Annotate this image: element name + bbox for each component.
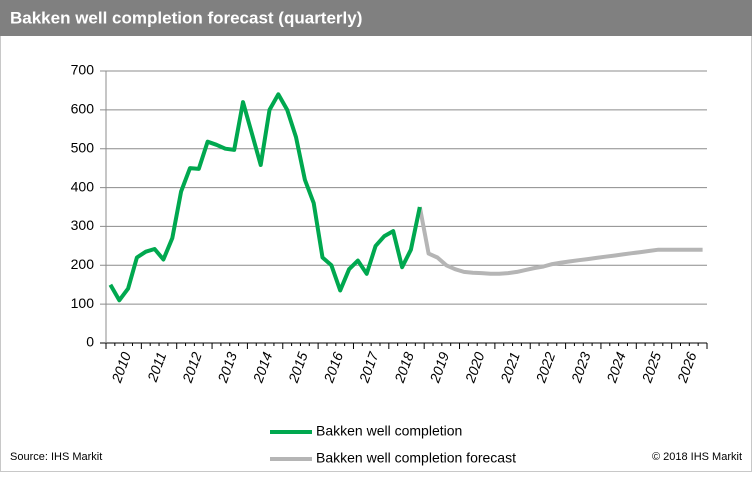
- y-tick-label: 400: [71, 178, 95, 194]
- y-tick-label: 100: [71, 295, 95, 311]
- legend-label: Bakken well completion forecast: [316, 450, 516, 466]
- y-tick-label: 0: [86, 334, 94, 350]
- title-bar: [0, 0, 752, 36]
- source: Source: IHS Markit: [10, 451, 102, 463]
- legend-label: Bakken well completion: [316, 423, 462, 439]
- y-tick-label: 700: [71, 62, 95, 78]
- series-line: [108, 92, 422, 303]
- y-tick-label: 300: [71, 217, 95, 233]
- series-line: [417, 206, 703, 276]
- y-tick-label: 200: [71, 256, 95, 272]
- chart-title: Bakken well completion forecast (quarter…: [10, 8, 362, 27]
- y-tick-label: 600: [71, 101, 95, 117]
- copyright: © 2018 IHS Markit: [652, 451, 742, 463]
- y-tick-label: 500: [71, 139, 95, 155]
